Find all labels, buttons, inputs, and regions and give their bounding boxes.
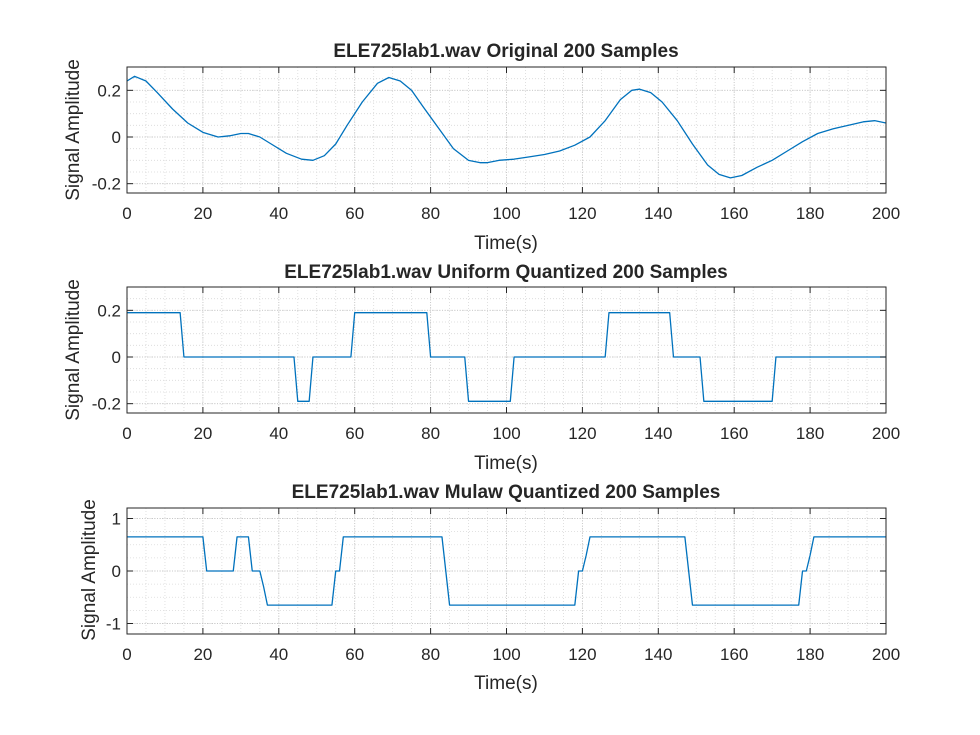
x-tick-label: 80 <box>421 424 440 443</box>
y-tick-label: -0.2 <box>92 175 121 194</box>
y-tick-label: 0.2 <box>97 81 121 100</box>
x-tick-label: 120 <box>568 204 596 223</box>
x-tick-label: 100 <box>492 204 520 223</box>
y-tick-label: 0.2 <box>97 301 121 320</box>
subplot-mulaw: ELE725lab1.wav Mulaw Quantized 200 Sampl… <box>79 482 900 694</box>
x-tick-label: 160 <box>720 204 748 223</box>
y-tick-label: 0 <box>112 562 121 581</box>
x-tick-label: 200 <box>872 645 900 664</box>
y-axis-label: Signal Amplitude <box>79 499 100 641</box>
x-tick-label: 180 <box>796 204 824 223</box>
x-tick-label: 60 <box>345 204 364 223</box>
x-tick-label: 140 <box>644 424 672 443</box>
x-tick-label: 40 <box>269 424 288 443</box>
subplot-uniform: ELE725lab1.wav Uniform Quantized 200 Sam… <box>63 262 900 474</box>
x-tick-label: 80 <box>421 645 440 664</box>
x-tick-label: 120 <box>568 424 596 443</box>
x-axis-label: Time(s) <box>474 233 538 254</box>
y-axis-label: Signal Amplitude <box>63 59 84 201</box>
series-line <box>127 75 886 179</box>
x-tick-label: 100 <box>492 645 520 664</box>
y-tick-label: 1 <box>112 510 121 529</box>
y-tick-label: -0.2 <box>92 395 121 414</box>
x-tick-label: 80 <box>421 204 440 223</box>
x-tick-label: 0 <box>122 424 131 443</box>
x-tick-label: 40 <box>269 204 288 223</box>
x-tick-label: 160 <box>720 645 748 664</box>
x-tick-label: 60 <box>345 645 364 664</box>
x-tick-label: 20 <box>193 645 212 664</box>
x-axis-label: Time(s) <box>474 453 538 474</box>
x-tick-label: 40 <box>269 645 288 664</box>
y-tick-label: 0 <box>112 348 121 367</box>
x-tick-label: 160 <box>720 424 748 443</box>
x-tick-label: 180 <box>796 424 824 443</box>
x-tick-label: 20 <box>193 204 212 223</box>
series-line <box>127 312 886 402</box>
x-tick-label: 200 <box>872 424 900 443</box>
x-tick-label: 140 <box>644 204 672 223</box>
x-axis-label: Time(s) <box>474 673 538 694</box>
plot-title: ELE725lab1.wav Mulaw Quantized 200 Sampl… <box>292 482 721 503</box>
x-tick-label: 100 <box>492 424 520 443</box>
plot-title: ELE725lab1.wav Uniform Quantized 200 Sam… <box>284 262 728 283</box>
x-tick-label: 20 <box>193 424 212 443</box>
x-tick-label: 60 <box>345 424 364 443</box>
x-tick-label: 120 <box>568 645 596 664</box>
series-line <box>127 536 886 606</box>
x-tick-label: 0 <box>122 645 131 664</box>
y-axis-label: Signal Amplitude <box>63 279 84 421</box>
plot-title: ELE725lab1.wav Original 200 Samples <box>333 41 678 62</box>
x-tick-label: 140 <box>644 645 672 664</box>
x-tick-label: 200 <box>872 204 900 223</box>
y-tick-label: 0 <box>112 128 121 147</box>
subplot-original: ELE725lab1.wav Original 200 Samples Time… <box>63 41 900 254</box>
y-tick-label: -1 <box>106 615 121 634</box>
x-tick-label: 180 <box>796 645 824 664</box>
x-tick-label: 0 <box>122 204 131 223</box>
